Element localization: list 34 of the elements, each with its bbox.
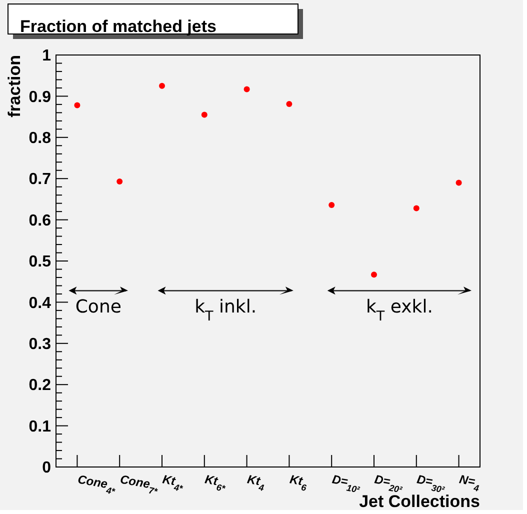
x-tick-label: Kt$_{4*}$ xyxy=(161,472,184,494)
x-tick-label: Cone$_{4*}$ xyxy=(76,472,116,497)
point xyxy=(244,86,250,92)
x-tick-label: Cone$_{7*}$ xyxy=(119,472,159,497)
y-axis-title: fraction xyxy=(5,55,24,118)
x-tick-label: D=$_{10²}$ xyxy=(331,472,362,496)
y-tick-label: 0.2 xyxy=(28,377,52,394)
x-tick-label: Kt$_{6*}$ xyxy=(204,472,226,494)
y-tick-label: 0 xyxy=(42,460,52,477)
y-tick-label: 0.8 xyxy=(28,130,52,147)
y-tick-label: 0.5 xyxy=(28,254,52,271)
point xyxy=(286,101,292,108)
y-tick-label: 0.6 xyxy=(28,212,52,230)
annotation: k$_{T}$ exkl. xyxy=(366,296,433,325)
point xyxy=(201,112,208,118)
x-tick-label: N=$_{4}$ xyxy=(458,472,480,494)
y-tick-label: 0.7 xyxy=(28,171,52,188)
point xyxy=(159,82,165,89)
y-tick-label: 0.3 xyxy=(28,336,52,353)
point xyxy=(371,272,377,278)
x-tick-label: Kt$_{4}$ xyxy=(246,472,265,493)
point xyxy=(116,178,123,184)
annotation: Cone xyxy=(75,296,122,318)
annotation: k$_{T}$ inkl. xyxy=(194,296,257,325)
y-tick-label: 0.4 xyxy=(28,294,52,312)
y-tick-label: 0.9 xyxy=(28,88,52,106)
point xyxy=(328,202,335,208)
y-tick-label: 1 xyxy=(42,48,52,65)
y-tick-label: 0.1 xyxy=(28,418,52,436)
point xyxy=(456,180,462,186)
chart-title: Fraction of matched jets xyxy=(20,16,216,36)
x-tick-label: Kt$_{6}$ xyxy=(288,472,308,494)
point xyxy=(74,102,80,108)
point xyxy=(413,205,420,212)
